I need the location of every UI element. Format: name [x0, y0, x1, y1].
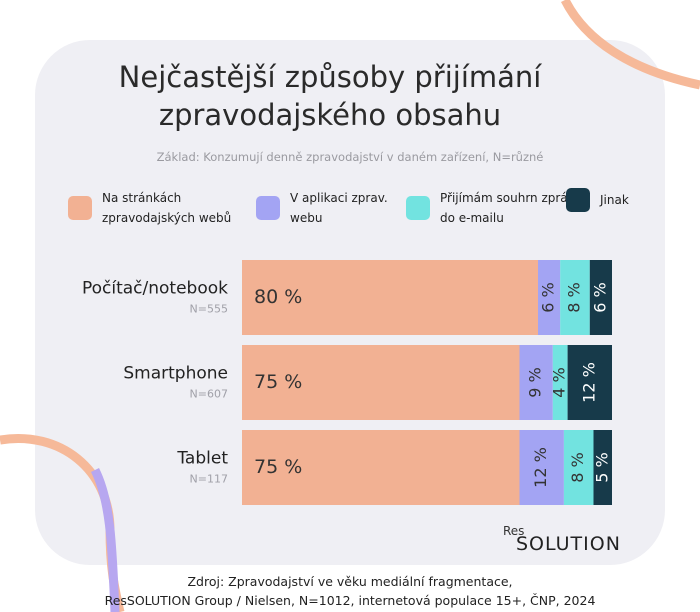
legend-swatch [68, 196, 92, 220]
bar-segment [538, 260, 561, 335]
source-line: ResSOLUTION Group / Nielsen, N=1012, int… [104, 593, 596, 608]
legend-label: Na stránkách zpravodajských webů [102, 191, 232, 225]
bar-segment [560, 260, 590, 335]
bar-segment [567, 345, 612, 420]
legend-item: Jinak [566, 188, 660, 212]
category-note: N=555 [190, 303, 228, 316]
bar-segment [589, 260, 612, 335]
bar-segment [519, 345, 553, 420]
legend-swatch [256, 196, 280, 220]
bar-segment [563, 430, 594, 505]
decor-curve [560, 0, 700, 90]
category-label: Počítač/notebook [82, 279, 228, 299]
value-label: 75 % [254, 371, 302, 393]
bar-segment [552, 345, 568, 420]
value-label: 6 % [590, 282, 609, 312]
category-label: Smartphone [123, 364, 228, 384]
value-label: 9 % [526, 367, 545, 397]
legend-item: V aplikaci zprav. webu [256, 188, 410, 228]
legend-item: Na stránkách zpravodajských webů [68, 188, 252, 228]
value-label: 75 % [254, 456, 302, 478]
legend-item: Přijímám souhrn zpráv do e-mailu [406, 188, 585, 228]
legend-swatch [566, 188, 590, 212]
legend-swatch [406, 196, 430, 220]
decor-curve [90, 467, 120, 612]
logo: SOLUTION [516, 533, 621, 555]
value-label: 12 % [579, 362, 598, 403]
bar-segment [242, 345, 520, 420]
value-label: 4 % [550, 367, 569, 397]
source: Zdroj: Zpravodajství ve věku mediální fr… [60, 572, 640, 610]
bar-segment [242, 260, 538, 335]
chart-title: Nejčastější způsoby přijímání zpravodajs… [118, 60, 542, 132]
value-label: 80 % [254, 286, 302, 308]
bar-segment [519, 430, 564, 505]
legend-label: V aplikaci zprav. webu [290, 191, 388, 225]
legend-label: Přijímám souhrn zpráv do e-mailu [440, 191, 575, 225]
value-label: 8 % [568, 452, 587, 482]
bar-segment [593, 430, 612, 505]
value-label: 5 % [592, 452, 611, 482]
value-label: 6 % [539, 282, 558, 312]
value-label: 8 % [565, 282, 584, 312]
bar-segment [242, 430, 520, 505]
value-label: 12 % [531, 447, 550, 488]
category-label: Tablet [176, 449, 228, 469]
legend-label: Jinak [600, 193, 629, 207]
chart-subtitle: Základ: Konzumují denně zpravodajství v … [156, 150, 544, 164]
category-note: N=607 [190, 388, 228, 401]
logo: Res [503, 524, 525, 538]
category-note: N=117 [190, 473, 228, 486]
source-line: Zdroj: Zpravodajství ve věku mediální fr… [187, 574, 513, 589]
